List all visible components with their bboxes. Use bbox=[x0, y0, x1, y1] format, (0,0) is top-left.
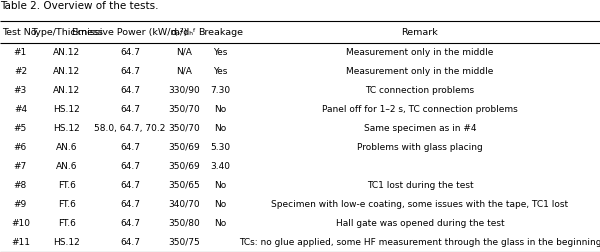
Text: #1: #1 bbox=[14, 48, 27, 57]
Text: Remark: Remark bbox=[401, 28, 439, 37]
Text: Measurement only in the middle: Measurement only in the middle bbox=[346, 67, 494, 76]
Text: AN.12: AN.12 bbox=[53, 48, 80, 57]
Text: TC1 lost during the test: TC1 lost during the test bbox=[367, 181, 473, 190]
Text: FT.6: FT.6 bbox=[58, 200, 76, 209]
Text: HS.12: HS.12 bbox=[53, 238, 80, 247]
Text: No: No bbox=[214, 181, 227, 190]
Text: #10: #10 bbox=[11, 219, 30, 228]
Text: 64.7: 64.7 bbox=[120, 48, 140, 57]
Text: Yes: Yes bbox=[214, 48, 227, 57]
Text: TC connection problems: TC connection problems bbox=[365, 86, 475, 95]
Text: 64.7: 64.7 bbox=[120, 219, 140, 228]
Text: #4: #4 bbox=[14, 105, 27, 114]
Text: Breakage: Breakage bbox=[198, 28, 243, 37]
Text: 350/65: 350/65 bbox=[168, 181, 200, 190]
Text: 64.7: 64.7 bbox=[120, 86, 140, 95]
Text: 64.7: 64.7 bbox=[120, 105, 140, 114]
Text: FT.6: FT.6 bbox=[58, 181, 76, 190]
Text: 58.0, 64.7, 70.2: 58.0, 64.7, 70.2 bbox=[94, 124, 166, 133]
Text: 64.7: 64.7 bbox=[120, 200, 140, 209]
Text: 350/70: 350/70 bbox=[168, 124, 200, 133]
Text: 340/70: 340/70 bbox=[168, 200, 200, 209]
Text: No: No bbox=[214, 200, 227, 209]
Text: TCs: no glue applied, some HF measurement through the glass in the beginning: TCs: no glue applied, some HF measuremen… bbox=[239, 238, 600, 247]
Text: 64.7: 64.7 bbox=[120, 238, 140, 247]
Text: 350/69: 350/69 bbox=[168, 162, 200, 171]
Text: AN.12: AN.12 bbox=[53, 86, 80, 95]
Text: #2: #2 bbox=[14, 67, 27, 76]
Text: Hall gate was opened during the test: Hall gate was opened during the test bbox=[335, 219, 505, 228]
Text: 64.7: 64.7 bbox=[120, 143, 140, 152]
Text: #11: #11 bbox=[11, 238, 30, 247]
Text: AN.12: AN.12 bbox=[53, 67, 80, 76]
Text: No: No bbox=[214, 219, 227, 228]
Text: FT.6: FT.6 bbox=[58, 219, 76, 228]
Text: Specimen with low-e coating, some issues with the tape, TC1 lost: Specimen with low-e coating, some issues… bbox=[271, 200, 569, 209]
Text: #6: #6 bbox=[14, 143, 27, 152]
Text: #9: #9 bbox=[14, 200, 27, 209]
Text: Yes: Yes bbox=[214, 67, 227, 76]
Text: N/A: N/A bbox=[176, 67, 192, 76]
Text: 330/90: 330/90 bbox=[168, 86, 200, 95]
Text: AN.6: AN.6 bbox=[56, 162, 77, 171]
Text: Panel off for 1–2 s, TC connection problems: Panel off for 1–2 s, TC connection probl… bbox=[322, 105, 518, 114]
Text: 350/70: 350/70 bbox=[168, 105, 200, 114]
Text: 350/69: 350/69 bbox=[168, 143, 200, 152]
Text: Test No.: Test No. bbox=[2, 28, 39, 37]
Text: HS.12: HS.12 bbox=[53, 105, 80, 114]
Text: 64.7: 64.7 bbox=[120, 162, 140, 171]
Text: 5.30: 5.30 bbox=[211, 143, 230, 152]
Text: 350/80: 350/80 bbox=[168, 219, 200, 228]
Text: #7: #7 bbox=[14, 162, 27, 171]
Text: Table 2. Overview of the tests.: Table 2. Overview of the tests. bbox=[0, 1, 158, 11]
Text: Emissive Power (kW/m²): Emissive Power (kW/m²) bbox=[72, 28, 188, 37]
Text: N/A: N/A bbox=[176, 48, 192, 57]
Text: AN.6: AN.6 bbox=[56, 143, 77, 152]
Text: Same specimen as in #4: Same specimen as in #4 bbox=[364, 124, 476, 133]
Text: Type/Thickness: Type/Thickness bbox=[31, 28, 103, 37]
Text: dₚ/dₕᶠ: dₚ/dₕᶠ bbox=[171, 28, 197, 37]
Text: #3: #3 bbox=[14, 86, 27, 95]
Text: #8: #8 bbox=[14, 181, 27, 190]
Text: 350/75: 350/75 bbox=[168, 238, 200, 247]
Text: 64.7: 64.7 bbox=[120, 67, 140, 76]
Text: 64.7: 64.7 bbox=[120, 181, 140, 190]
Text: 7.30: 7.30 bbox=[211, 86, 230, 95]
Text: No: No bbox=[214, 124, 227, 133]
Text: #5: #5 bbox=[14, 124, 27, 133]
Text: Measurement only in the middle: Measurement only in the middle bbox=[346, 48, 494, 57]
Text: Problems with glass placing: Problems with glass placing bbox=[357, 143, 483, 152]
Text: 3.40: 3.40 bbox=[211, 162, 230, 171]
Text: HS.12: HS.12 bbox=[53, 124, 80, 133]
Text: No: No bbox=[214, 105, 227, 114]
